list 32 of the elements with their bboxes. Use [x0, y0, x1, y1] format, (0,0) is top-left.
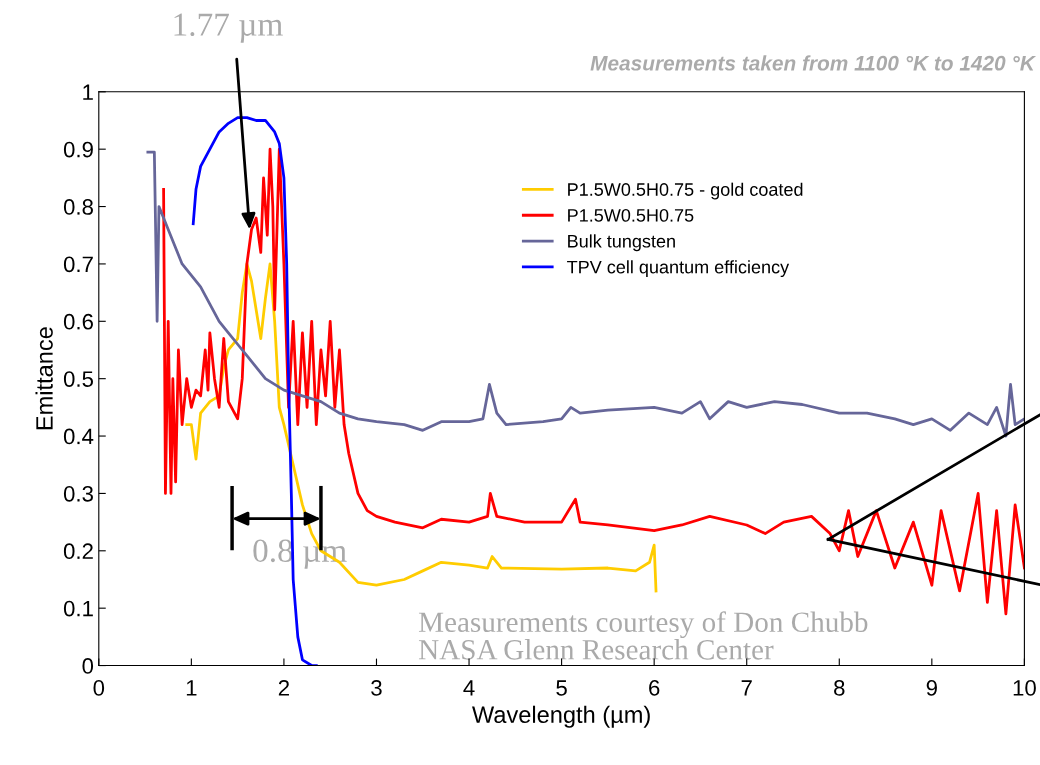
chart-title: Measurements taken from 1100 °K to 1420 °K: [590, 55, 1037, 71]
x-tick-label: 4: [463, 680, 475, 696]
legend-label: TPV cell quantum efficiency: [567, 260, 790, 278]
y-tick-label: 0.2: [63, 543, 93, 560]
x-tick-label: 6: [649, 680, 660, 696]
y-axis-title: Emittance: [35, 327, 53, 430]
x-tick-label: 7: [741, 680, 752, 696]
x-tick-label: 8: [834, 680, 845, 696]
x-tick-label: 5: [556, 680, 567, 696]
annotation: Measurements courtesy of Don Chubb NASA Glenn Research Center: [418, 611, 868, 660]
x-tick-label: 2: [278, 680, 289, 696]
x-tick-label: 3: [371, 680, 382, 696]
x-tick-label: 10: [1013, 680, 1036, 696]
legend-label: P1.5W0.5H0.75: [568, 208, 694, 222]
y-tick-label: 0.3: [63, 485, 93, 502]
y-tick-label: 0.8: [63, 199, 93, 215]
y-tick-label: 1: [83, 84, 93, 100]
legend-label: Bulk tungsten: [568, 234, 675, 252]
y-tick-label: 0.9: [63, 141, 93, 158]
annotation: 1.77 µm: [174, 13, 283, 43]
y-tick-label: 0.5: [63, 371, 94, 387]
x-tick-label: 0: [93, 680, 105, 696]
y-tick-label: 0.6: [63, 313, 93, 330]
x-tick-label: 1: [186, 680, 197, 696]
y-tick-label: 0.4: [63, 428, 94, 445]
legend-label: P1.5W0.5H0.75 - gold coated: [568, 182, 803, 200]
y-tick-label: 0: [82, 658, 94, 674]
x-axis-title: Wavelength (µm): [472, 705, 650, 728]
y-tick-label: 0.1: [63, 600, 93, 617]
line-series: [146, 150, 1025, 438]
x-tick-label: 9: [926, 680, 937, 696]
y-tick-label: 0.7: [63, 256, 93, 273]
